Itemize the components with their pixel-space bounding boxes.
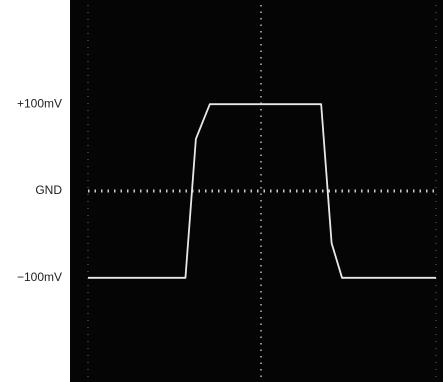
y-tick-label: GND xyxy=(35,183,62,197)
y-tick-label: −100mV xyxy=(17,270,62,284)
y-tick-label: +100mV xyxy=(17,96,62,110)
waveform xyxy=(88,103,436,279)
